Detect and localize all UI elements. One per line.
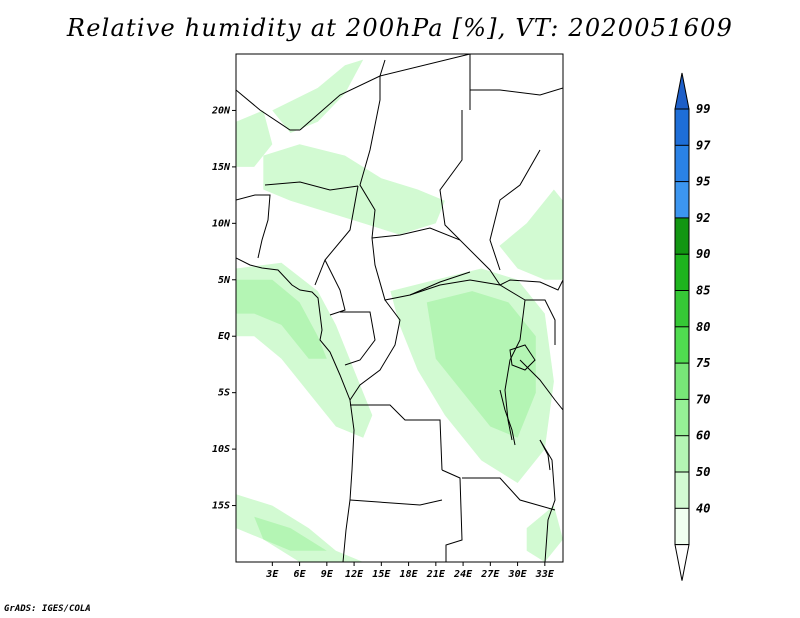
colorbar-swatch [675, 435, 689, 472]
lat-tick-label: EQ [218, 331, 230, 342]
border-angola-east [441, 469, 463, 562]
field-sahara-streak [272, 59, 364, 133]
border-lake-malawi [539, 439, 551, 471]
field-west-coast-core [236, 279, 327, 359]
colorbar-label: 90 [696, 247, 710, 261]
border-drc-east [504, 299, 526, 441]
border-libya-chad [379, 54, 471, 77]
lon-tick-label: 24E [453, 569, 473, 580]
colorbar-label: 99 [696, 102, 710, 116]
colorbar-swatch [675, 363, 689, 400]
lon-tick-label: 6E [294, 569, 307, 580]
lat-tick-label: 5S [218, 388, 230, 399]
colorbar-swatch [675, 181, 689, 218]
border-zambia [462, 477, 556, 511]
lat-tick-label: 5N [218, 275, 231, 286]
colorbar-swatch [675, 290, 689, 327]
colorbar-top-arrow [674, 72, 690, 110]
colorbar-swatch [675, 399, 689, 436]
colorbar: 99 97 95 92 90 85 80 75 70 60 50 40 [674, 72, 711, 581]
country-borders [236, 54, 563, 562]
colorbar-label: 50 [696, 465, 710, 479]
lon-tick-label: 21E [426, 569, 446, 580]
border-east-africa [499, 279, 563, 291]
lat-tick-label: 20N [211, 105, 231, 116]
map-frame [235, 53, 564, 563]
border-namibia [349, 499, 443, 506]
colorbar-swatch [675, 326, 689, 364]
lon-tick-label: 15E [372, 569, 391, 580]
border-niger-north [299, 59, 386, 131]
latitude-axis: 20N 15N 10N 5N EQ 5S 10S 15S [211, 105, 236, 512]
border-drc-north [409, 279, 526, 301]
colorbar-swatch [675, 254, 689, 291]
colorbar-swatch [675, 145, 689, 182]
longitude-axis: 3E 6E 9E 12E 15E 18E 21E 24E 27E 30E 33E [265, 562, 555, 580]
lon-tick-label: 9E [321, 569, 334, 580]
border-sudan-ethiopia [489, 149, 541, 271]
lon-tick-label: 18E [400, 569, 419, 580]
humidity-field [236, 59, 563, 562]
lon-tick-label: 27E [480, 569, 500, 580]
chart-title: Relative humidity at 200hPa [%], VT: 202… [66, 14, 734, 42]
field-west-sahara-patch [236, 110, 273, 167]
lon-tick-label: 33E [535, 569, 555, 580]
field-central-africa-core [426, 291, 536, 438]
field-sahel-band [263, 144, 445, 235]
lat-tick-label: 15N [212, 162, 231, 173]
border-congo-drc [349, 299, 401, 401]
border-mali-niger [236, 89, 300, 131]
lon-tick-label: 30E [508, 569, 528, 580]
lat-tick-label: 10S [212, 444, 230, 455]
colorbar-label: 97 [696, 138, 711, 152]
border-cameroon-congo [324, 259, 346, 316]
border-angola-north [350, 404, 443, 471]
colorbar-label: 80 [696, 320, 710, 334]
border-lake-tanganyika [499, 389, 516, 446]
border-nigeria-east [314, 185, 359, 286]
colorbar-label: 75 [696, 356, 710, 370]
border-ethiopia [469, 87, 563, 110]
field-southeast-patch [526, 505, 563, 562]
colorbar-swatch [675, 217, 689, 255]
coastline [236, 257, 355, 562]
lat-tick-label: 10N [212, 218, 231, 229]
lon-tick-label: 12E [345, 569, 364, 580]
colorbar-swatch [675, 508, 689, 545]
border-tanzania [519, 359, 563, 411]
colorbar-swatch [675, 472, 689, 509]
field-southwest-ocean-core [254, 516, 327, 551]
border-chad-east [359, 76, 381, 239]
colorbar-label: 60 [696, 429, 710, 443]
colorbar-label: 95 [696, 175, 710, 189]
colorbar-label: 40 [696, 501, 710, 515]
credit-text: GrADS: IGES/COLA [4, 604, 91, 614]
colorbar-label: 92 [696, 211, 710, 225]
border-gabon [340, 311, 376, 366]
field-east-plateau-band [499, 189, 563, 280]
border-mozambique [539, 439, 556, 562]
border-west-africa [236, 194, 271, 259]
colorbar-bottom-arrow [674, 544, 690, 581]
lat-tick-label: 15S [212, 501, 230, 512]
border-sudan-west [439, 110, 463, 241]
border-lake-victoria [509, 344, 536, 371]
colorbar-label: 85 [696, 284, 710, 298]
border-car [371, 227, 501, 286]
border-car-south [371, 237, 471, 301]
colorbar-swatch [675, 109, 689, 146]
border-nigeria-north [264, 181, 359, 191]
lon-tick-label: 3E [265, 569, 279, 580]
border-uganda [525, 299, 556, 345]
colorbar-label: 70 [696, 392, 710, 406]
field-southwest-ocean-band [236, 494, 364, 562]
